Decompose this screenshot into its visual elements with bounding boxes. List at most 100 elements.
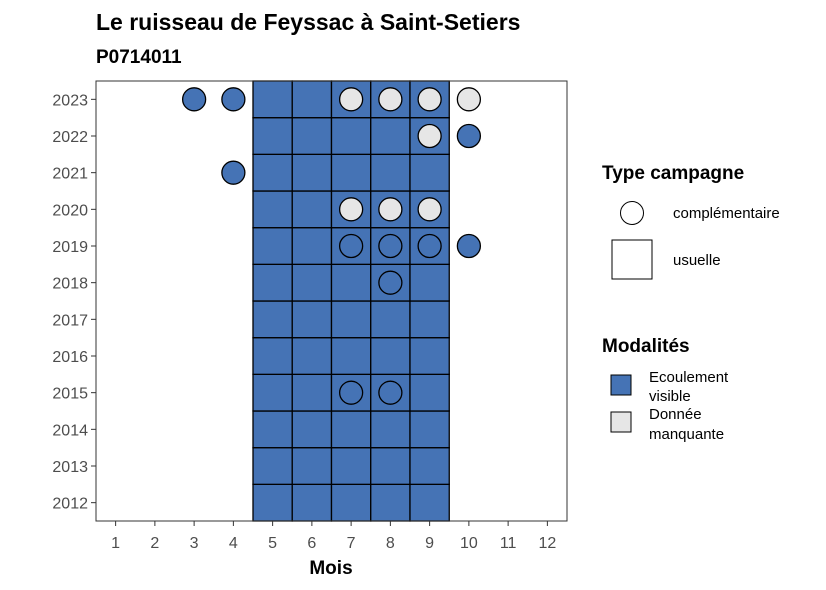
point-2018-8 bbox=[378, 270, 403, 295]
tile-2022-6 bbox=[291, 117, 333, 155]
tile-2017-5 bbox=[252, 300, 293, 339]
x-tick-label-10: 10 bbox=[460, 535, 478, 552]
tile-2015-9 bbox=[409, 373, 450, 412]
tiles-layer bbox=[252, 80, 450, 522]
tile-2022-5 bbox=[252, 117, 293, 155]
legend-key-complementaire bbox=[620, 201, 644, 225]
tile-2018-7 bbox=[330, 263, 372, 302]
legend-label-ecoulement-line2: visible bbox=[649, 388, 691, 405]
x-tick-label-7: 7 bbox=[347, 535, 356, 552]
tile-2014-6 bbox=[291, 410, 333, 449]
point-2019-9 bbox=[417, 233, 442, 259]
legend-label-ecoulement-line1: Ecoulement bbox=[649, 369, 729, 386]
tile-2016-6 bbox=[291, 337, 333, 375]
y-tick-label-2015: 2015 bbox=[52, 386, 88, 403]
legend-label-donnee-line1: Donnée bbox=[649, 406, 702, 423]
tile-2022-8 bbox=[370, 117, 411, 155]
tile-2016-9 bbox=[409, 337, 450, 375]
tile-2017-8 bbox=[370, 300, 411, 339]
legend-label-complementaire: complémentaire bbox=[673, 205, 780, 222]
tile-2019-6 bbox=[291, 227, 333, 265]
x-axis-title: Mois bbox=[309, 558, 352, 579]
y-tick-label-2018: 2018 bbox=[52, 276, 88, 293]
x-tick-label-2: 2 bbox=[150, 535, 159, 552]
point-2021-4 bbox=[221, 160, 246, 185]
chart-subtitle: P0714011 bbox=[96, 47, 182, 68]
tile-2013-6 bbox=[291, 447, 333, 485]
tile-2016-7 bbox=[330, 337, 372, 375]
point-2019-8 bbox=[378, 233, 403, 259]
point-2022-10 bbox=[456, 123, 482, 149]
x-tick-label-5: 5 bbox=[268, 535, 277, 552]
tile-2021-8 bbox=[370, 153, 411, 192]
x-tick-label-8: 8 bbox=[386, 535, 395, 552]
tile-2016-5 bbox=[252, 337, 293, 375]
y-tick-label-2012: 2012 bbox=[52, 496, 88, 513]
tile-2015-6 bbox=[291, 373, 333, 412]
tile-2021-6 bbox=[291, 153, 333, 192]
point-2023-3 bbox=[181, 87, 207, 112]
tile-2021-9 bbox=[409, 153, 450, 192]
tile-2017-6 bbox=[291, 300, 333, 339]
tile-2023-5 bbox=[252, 80, 293, 119]
y-tick-label-2017: 2017 bbox=[52, 312, 88, 329]
x-tick-label-6: 6 bbox=[307, 535, 316, 552]
y-axis: 2012 2013 2014 2015 2016 2017 2018 2019 2020 2021… bbox=[52, 92, 96, 513]
tile-2017-9 bbox=[409, 300, 450, 339]
y-tick-label-2021: 2021 bbox=[52, 166, 88, 183]
point-2020-8 bbox=[378, 197, 403, 222]
tile-2012-7 bbox=[330, 483, 372, 522]
tile-2021-5 bbox=[252, 153, 293, 192]
x-tick-label-12: 12 bbox=[538, 535, 556, 552]
x-tick-label-9: 9 bbox=[425, 535, 434, 552]
y-tick-label-2013: 2013 bbox=[52, 459, 88, 476]
tile-2015-5 bbox=[252, 373, 293, 412]
legend-key-usuelle bbox=[611, 239, 653, 280]
y-tick-label-2016: 2016 bbox=[52, 349, 88, 366]
legend-key-ecoulement-visible bbox=[610, 374, 632, 396]
tile-2012-5 bbox=[252, 483, 293, 522]
tile-2014-7 bbox=[330, 410, 372, 449]
x-axis: 1 2 3 4 5 6 7 8 9 10 11 12 bbox=[111, 521, 556, 552]
y-tick-label-2023: 2023 bbox=[52, 92, 88, 109]
legend-title-modalites: Modalités bbox=[602, 336, 690, 357]
tile-2020-5 bbox=[252, 190, 293, 229]
tile-2017-7 bbox=[330, 300, 372, 339]
tile-2018-9 bbox=[409, 263, 450, 302]
tile-2013-5 bbox=[252, 447, 293, 485]
chart-title: Le ruisseau de Feyssac à Saint-Setiers bbox=[96, 9, 520, 35]
point-2023-9 bbox=[417, 87, 442, 112]
tile-2013-8 bbox=[370, 447, 411, 485]
tile-2013-9 bbox=[409, 447, 450, 485]
points-layer bbox=[181, 87, 482, 405]
tile-2013-7 bbox=[330, 447, 372, 485]
legend-label-donnee-line2: manquante bbox=[649, 426, 724, 443]
point-2022-9 bbox=[417, 123, 442, 149]
legend: Type campagne complémentaire usuelle Mod… bbox=[602, 163, 780, 443]
tile-2021-7 bbox=[330, 153, 372, 192]
x-tick-label-3: 3 bbox=[190, 535, 199, 552]
point-2015-7 bbox=[338, 380, 364, 405]
x-tick-label-4: 4 bbox=[229, 535, 238, 552]
point-2015-8 bbox=[378, 380, 403, 405]
tile-2012-8 bbox=[370, 483, 411, 522]
y-tick-label-2014: 2014 bbox=[52, 422, 88, 439]
point-2023-8 bbox=[378, 87, 403, 112]
y-tick-label-2020: 2020 bbox=[52, 202, 88, 219]
tile-2020-6 bbox=[291, 190, 333, 229]
point-2020-7 bbox=[338, 197, 364, 222]
x-tick-label-11: 11 bbox=[500, 535, 517, 552]
tile-2014-8 bbox=[370, 410, 411, 449]
legend-label-usuelle: usuelle bbox=[673, 252, 721, 269]
tile-2012-9 bbox=[409, 483, 450, 522]
point-2023-7 bbox=[338, 87, 364, 112]
legend-title-type-campagne: Type campagne bbox=[602, 163, 744, 184]
x-tick-label-1: 1 bbox=[111, 535, 120, 552]
point-2020-9 bbox=[417, 197, 442, 222]
point-2023-10 bbox=[456, 87, 482, 112]
point-2023-4 bbox=[221, 87, 246, 112]
tile-2014-5 bbox=[252, 410, 293, 449]
tile-2023-6 bbox=[291, 80, 333, 119]
tile-2014-9 bbox=[409, 410, 450, 449]
